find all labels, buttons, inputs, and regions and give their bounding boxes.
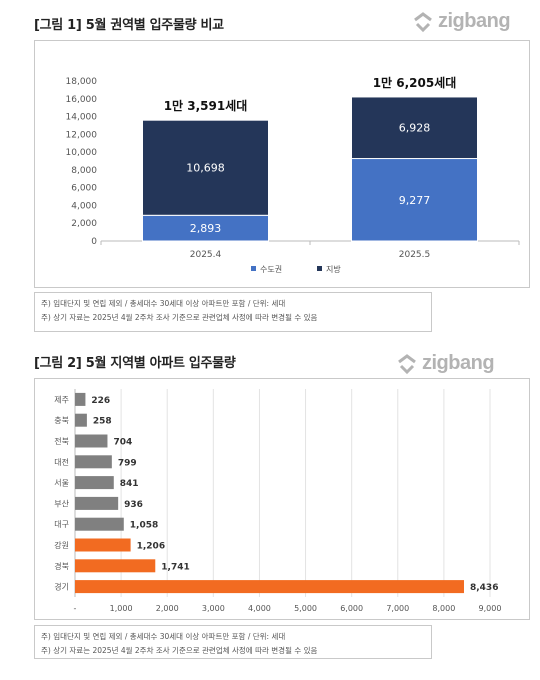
y-tick-label: 0 — [91, 237, 97, 247]
note-line: 주) 상기 자료는 2025년 4월 2주차 조사 기준으로 관련업체 사정에 … — [41, 646, 318, 655]
y-tick-label: 12,000 — [66, 130, 98, 140]
bar-value-label: 258 — [93, 417, 112, 427]
x-tick-label: 9,000 — [479, 604, 502, 613]
figure2-title: [그림 2] 5월 지역별 아파트 입주물량 — [34, 356, 236, 371]
zigbang-logo-text: zigbang — [422, 352, 495, 374]
zigbang-logo: zigbang — [396, 352, 495, 375]
category-label: 전북 — [54, 436, 69, 446]
x-tick-label: 1,000 — [110, 604, 133, 613]
note-line: 주) 임대단지 및 연립 제외 / 총세대수 30세대 이상 아파트만 포함 /… — [41, 632, 286, 641]
bar — [75, 496, 119, 510]
figure1-panel: 0 2,000 4,000 6,000 8,000 10,000 12,000 14,000 1… — [34, 40, 530, 288]
bar-segment — [142, 214, 269, 242]
bar — [75, 455, 112, 469]
bar-value-label: 704 — [113, 438, 132, 448]
bar-value-label: 936 — [124, 500, 143, 510]
x-tick-label: 5,000 — [294, 604, 317, 613]
note-line: 주) 임대단지 및 연립 제외 / 총세대수 30세대 이상 아파트만 포함 /… — [41, 299, 286, 308]
y-tick-label: 16,000 — [66, 95, 98, 105]
bar — [75, 559, 156, 573]
bar-total-label: 1만 3,591세대 — [164, 98, 248, 113]
y-tick-label: 8,000 — [71, 166, 97, 176]
category-label: 경기 — [54, 582, 69, 592]
x-tick-label: 3,000 — [202, 604, 225, 613]
legend-label: 수도권 — [260, 264, 282, 274]
x-tick-label: 2025.5 — [399, 250, 431, 260]
zigbang-logo-text: zigbang — [438, 10, 511, 32]
figure1-notes: 주) 임대단지 및 연립 제외 / 총세대수 30세대 이상 아파트만 포함 /… — [34, 292, 432, 332]
x-tick-label: 8,000 — [432, 604, 455, 613]
bar-value-label: 2,893 — [190, 222, 222, 235]
bar — [75, 538, 131, 552]
bar-value-label: 8,436 — [470, 583, 498, 593]
bar — [75, 476, 114, 490]
y-tick-label: 10,000 — [66, 148, 98, 158]
bar-value-label: 6,928 — [399, 122, 431, 135]
horizontal-bar-chart: - 1,000 2,000 3,000 4,000 5,000 6,000 7,000 8,00… — [54, 389, 502, 613]
bar-segment — [351, 96, 478, 160]
legend-label: 지방 — [326, 264, 341, 274]
bar-value-label: 1,741 — [161, 562, 189, 572]
legend-marker — [251, 266, 256, 271]
x-tick-label: 4,000 — [248, 604, 271, 613]
category-label: 경북 — [54, 561, 69, 571]
bar — [75, 413, 87, 427]
x-tick-label: 2,000 — [156, 604, 179, 613]
figure2-notes: 주) 임대단지 및 연립 제외 / 총세대수 30세대 이상 아파트만 포함 /… — [34, 625, 432, 659]
bar-value-label: 841 — [120, 479, 139, 489]
zigbang-logo-icon — [414, 11, 432, 32]
legend-marker — [317, 266, 322, 271]
x-tick-label: 2025.4 — [190, 250, 222, 260]
bar — [75, 434, 108, 448]
stacked-bar-chart: 0 2,000 4,000 6,000 8,000 10,000 12,000 14,000 1… — [66, 75, 520, 274]
bar-value-label: 799 — [118, 458, 137, 468]
category-label: 강원 — [54, 540, 69, 550]
note-line: 주) 상기 자료는 2025년 4월 2주차 조사 기준으로 관련업체 사정에 … — [41, 313, 318, 322]
zigbang-logo: zigbang — [412, 10, 511, 33]
bar-total-label: 1만 6,205세대 — [373, 75, 457, 90]
category-label: 대구 — [54, 520, 69, 529]
category-label: 서울 — [54, 479, 69, 488]
bar — [75, 517, 124, 531]
category-label: 제주 — [54, 395, 69, 404]
y-tick-label: 4,000 — [71, 201, 97, 211]
y-tick-label: 6,000 — [71, 184, 97, 194]
zigbang-logo-icon — [398, 353, 416, 374]
bar-segment — [351, 158, 478, 242]
x-tick-label: 7,000 — [386, 604, 409, 613]
bar — [75, 580, 464, 594]
x-tick-label: - — [74, 604, 77, 613]
x-tick-label: 6,000 — [340, 604, 363, 613]
category-label: 충북 — [54, 416, 69, 425]
bar-value-label: 10,698 — [186, 162, 225, 175]
y-tick-label: 18,000 — [66, 77, 98, 87]
bar-value-label: 1,206 — [137, 542, 165, 552]
figure1-title: [그림 1] 5월 권역별 입주물량 비교 — [34, 18, 224, 33]
bar-segment — [142, 119, 269, 216]
bar — [75, 392, 86, 406]
y-tick-label: 14,000 — [66, 113, 98, 123]
figure2-panel: - 1,000 2,000 3,000 4,000 5,000 6,000 7,000 8,00… — [34, 378, 530, 620]
bar-value-label: 9,277 — [399, 194, 431, 207]
category-label: 부산 — [54, 498, 69, 508]
y-tick-label: 2,000 — [71, 219, 97, 229]
bar-value-label: 226 — [91, 396, 110, 406]
category-label: 대전 — [54, 457, 69, 467]
bar-value-label: 1,058 — [130, 521, 158, 531]
